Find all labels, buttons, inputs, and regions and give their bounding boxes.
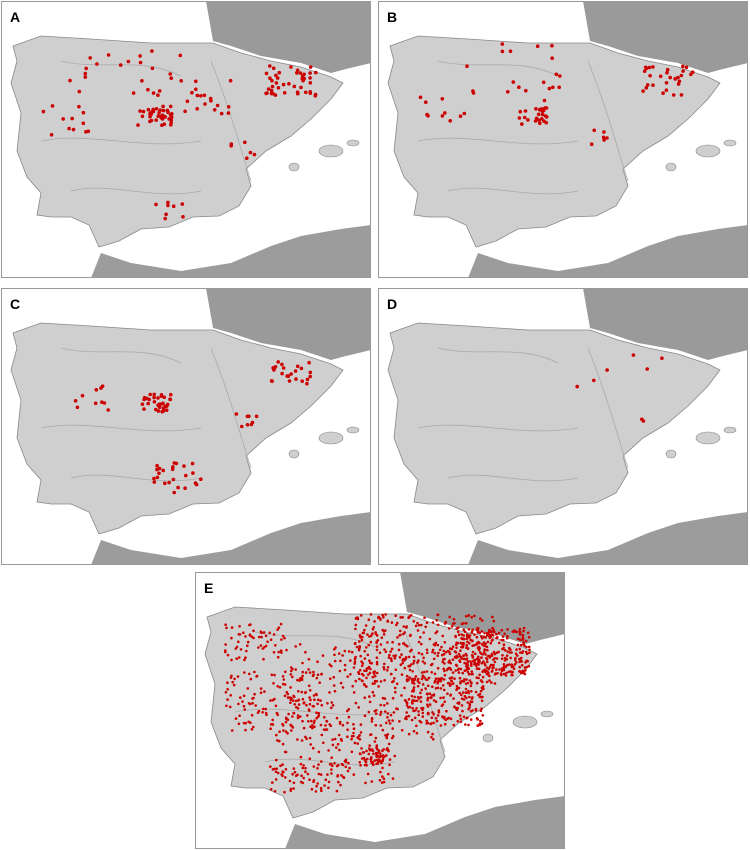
- occurrence-points: [224, 613, 531, 794]
- panel-label: E: [204, 580, 213, 596]
- basemap: [0, 287, 372, 566]
- occurrence-points: [73, 360, 313, 495]
- map-panel: C: [0, 287, 372, 566]
- map-panel: E: [194, 571, 566, 850]
- panel-label: A: [10, 9, 20, 25]
- basemap: [0, 0, 372, 279]
- occurrence-points: [575, 353, 664, 423]
- map-panel: B: [377, 0, 749, 279]
- basemap: [377, 287, 749, 566]
- panel-label: D: [387, 296, 397, 312]
- basemap: [377, 0, 749, 279]
- panel-label: C: [10, 296, 20, 312]
- map-panel: A: [0, 0, 372, 279]
- basemap: [194, 571, 566, 850]
- panel-label: B: [387, 9, 397, 25]
- occurrence-points: [41, 49, 318, 221]
- map-panel: D: [377, 287, 749, 566]
- occurrence-points: [418, 42, 695, 146]
